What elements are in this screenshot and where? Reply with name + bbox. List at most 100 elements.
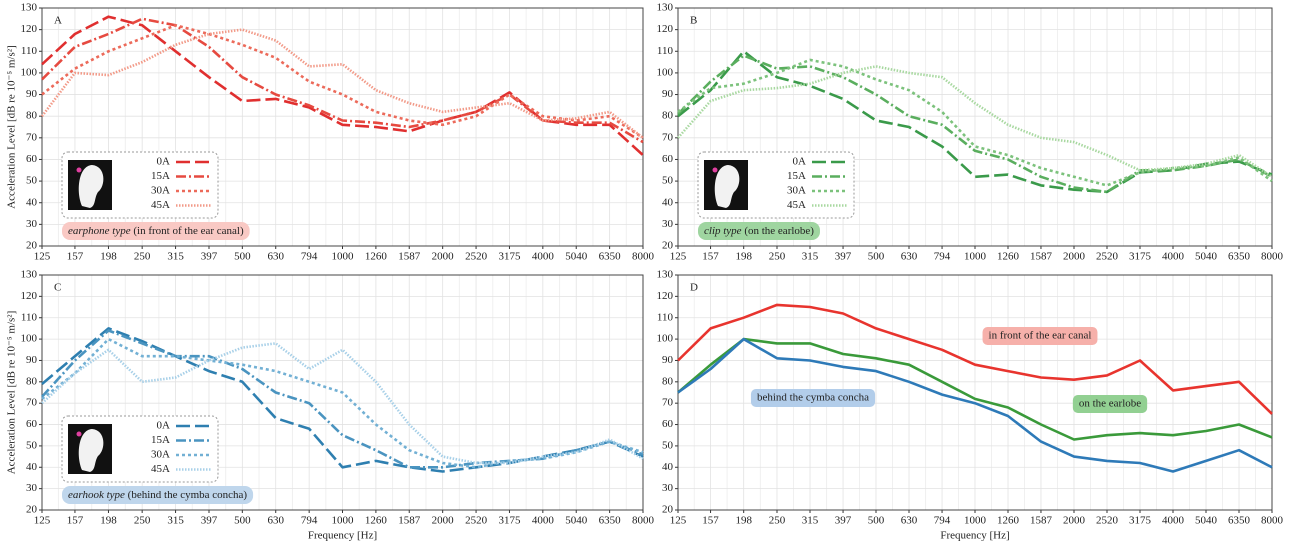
x-tick-label: 8000: [1261, 515, 1284, 527]
y-tick-label: 80: [662, 375, 674, 387]
plot-frame: [41, 274, 644, 511]
x-tick-label: 630: [267, 251, 284, 263]
x-axis-label: Frequency [Hz]: [308, 530, 377, 542]
series-label-background: [1072, 395, 1148, 413]
x-tick-label: 125: [34, 251, 51, 263]
y-tick-label: 130: [21, 2, 38, 14]
x-tick-label: 794: [301, 515, 318, 527]
plot-frame: [41, 7, 644, 247]
x-tick-label: 5040: [1195, 251, 1218, 263]
x-tick-label: 500: [234, 251, 251, 263]
x-tick-label: 1260: [365, 251, 388, 263]
x-tick-label: 157: [702, 251, 719, 263]
x-tick-label: 6350: [1228, 251, 1251, 263]
y-tick-label: 80: [662, 110, 674, 122]
x-tick-label: 3175: [498, 251, 521, 263]
x-tick-label: 1587: [398, 515, 421, 527]
x-tick-label: 397: [835, 251, 852, 263]
panel-label: B: [690, 15, 697, 27]
y-tick-label: 70: [26, 397, 38, 409]
y-tick-label: 20: [26, 240, 38, 252]
x-tick-label: 8000: [632, 515, 655, 527]
series-line: [41, 15, 644, 157]
y-tick-label: 20: [662, 504, 674, 516]
legend-label: 0A: [793, 156, 807, 168]
x-tick-label: 125: [670, 251, 687, 263]
x-tick-label: 2000: [1063, 515, 1086, 527]
series-line: [41, 342, 644, 465]
x-axis-label: Frequency [Hz]: [940, 530, 1009, 542]
x-tick-label: 8000: [1261, 251, 1284, 263]
caption-type: earphone type: [68, 225, 131, 237]
y-tick-label: 100: [21, 66, 38, 78]
series-label: on the earlobe: [1079, 398, 1141, 410]
panel-label: A: [54, 15, 62, 27]
x-tick-label: 250: [134, 515, 151, 527]
y-tick-label: 40: [662, 196, 674, 208]
series-line: [41, 329, 644, 469]
panel-label: C: [54, 282, 61, 294]
x-tick-label: 397: [201, 515, 218, 527]
x-tick-label: 250: [769, 515, 786, 527]
x-tick-label: 2000: [432, 251, 455, 263]
series-label-background: [982, 327, 1098, 345]
x-tick-label: 2000: [1063, 251, 1086, 263]
y-tick-label: 70: [26, 131, 38, 143]
x-tick-label: 6350: [1228, 515, 1251, 527]
caption: earhook type (behind the cymba concha): [68, 489, 247, 501]
x-tick-label: 8000: [632, 251, 655, 263]
series-label: behind the cymba concha: [757, 392, 869, 404]
x-tick-label: 1587: [1030, 515, 1053, 527]
y-tick-label: 130: [657, 269, 674, 281]
x-tick-label: 157: [702, 515, 719, 527]
series-line: [677, 65, 1273, 178]
x-tick-label: 500: [234, 515, 251, 527]
x-tick-label: 198: [735, 251, 752, 263]
y-tick-label: 110: [657, 45, 674, 57]
x-tick-label: 1000: [332, 251, 355, 263]
x-tick-label: 198: [100, 251, 117, 263]
caption-background: [62, 486, 254, 504]
series-line: [677, 303, 1273, 415]
y-tick-label: 110: [21, 45, 38, 57]
x-tick-label: 1260: [365, 515, 388, 527]
x-tick-label: 500: [868, 251, 885, 263]
caption-type: earhook type: [68, 489, 125, 501]
legend-label: 15A: [151, 170, 170, 182]
y-tick-label: 120: [657, 290, 674, 302]
y-tick-label: 110: [657, 311, 674, 323]
y-tick-label: 100: [657, 333, 674, 345]
device-marker: [76, 431, 82, 437]
legend-label: 0A: [157, 156, 171, 168]
x-tick-label: 1587: [398, 251, 421, 263]
y-tick-label: 90: [662, 354, 674, 366]
series-line: [41, 24, 644, 139]
x-tick-label: 5040: [565, 251, 588, 263]
x-tick-label: 6350: [599, 515, 622, 527]
x-tick-label: 125: [34, 515, 51, 527]
legend-label: 15A: [151, 434, 170, 446]
x-tick-label: 4000: [532, 251, 555, 263]
x-tick-label: 1260: [997, 515, 1020, 527]
x-tick-label: 5040: [565, 515, 588, 527]
y-tick-label: 60: [662, 153, 674, 165]
x-tick-label: 397: [835, 515, 852, 527]
x-tick-label: 2520: [465, 515, 488, 527]
caption-location: (on the earlobe): [744, 225, 814, 237]
x-tick-label: 250: [134, 251, 151, 263]
plot-frame: [677, 7, 1273, 247]
caption: clip type (on the earlobe): [704, 225, 814, 237]
x-tick-label: 2520: [465, 251, 488, 263]
legend-label: 0A: [157, 420, 171, 432]
series-line: [41, 327, 644, 473]
y-tick-label: 20: [662, 240, 674, 252]
y-tick-label: 80: [26, 375, 38, 387]
x-tick-label: 198: [100, 515, 117, 527]
x-tick-label: 157: [67, 251, 84, 263]
x-tick-label: 2520: [1096, 251, 1119, 263]
x-tick-label: 794: [301, 251, 318, 263]
y-tick-label: 50: [662, 175, 674, 187]
x-tick-label: 198: [735, 515, 752, 527]
x-tick-label: 1260: [997, 251, 1020, 263]
